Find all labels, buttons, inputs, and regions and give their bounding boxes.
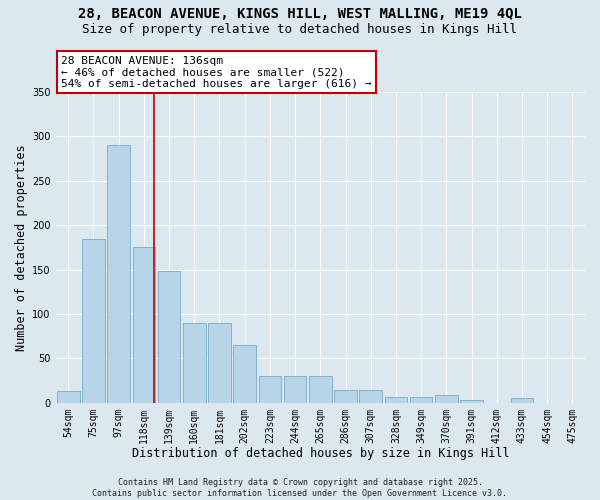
Bar bbox=[57, 391, 80, 402]
Bar bbox=[435, 394, 458, 402]
Bar bbox=[385, 398, 407, 402]
Bar bbox=[334, 390, 357, 402]
Bar bbox=[460, 400, 483, 402]
Bar bbox=[309, 376, 332, 402]
Bar bbox=[133, 248, 155, 402]
Bar bbox=[82, 238, 105, 402]
Y-axis label: Number of detached properties: Number of detached properties bbox=[15, 144, 28, 350]
Bar bbox=[107, 146, 130, 402]
Bar bbox=[158, 272, 181, 402]
Bar bbox=[511, 398, 533, 402]
Bar bbox=[410, 396, 433, 402]
Text: Size of property relative to detached houses in Kings Hill: Size of property relative to detached ho… bbox=[83, 22, 517, 36]
Text: 28, BEACON AVENUE, KINGS HILL, WEST MALLING, ME19 4QL: 28, BEACON AVENUE, KINGS HILL, WEST MALL… bbox=[78, 8, 522, 22]
Text: Contains HM Land Registry data © Crown copyright and database right 2025.
Contai: Contains HM Land Registry data © Crown c… bbox=[92, 478, 508, 498]
Bar bbox=[208, 323, 231, 402]
Bar bbox=[259, 376, 281, 402]
Bar bbox=[183, 323, 206, 402]
X-axis label: Distribution of detached houses by size in Kings Hill: Distribution of detached houses by size … bbox=[131, 447, 509, 460]
Text: 28 BEACON AVENUE: 136sqm
← 46% of detached houses are smaller (522)
54% of semi-: 28 BEACON AVENUE: 136sqm ← 46% of detach… bbox=[61, 56, 371, 89]
Bar bbox=[284, 376, 307, 402]
Bar bbox=[359, 390, 382, 402]
Bar bbox=[233, 345, 256, 403]
